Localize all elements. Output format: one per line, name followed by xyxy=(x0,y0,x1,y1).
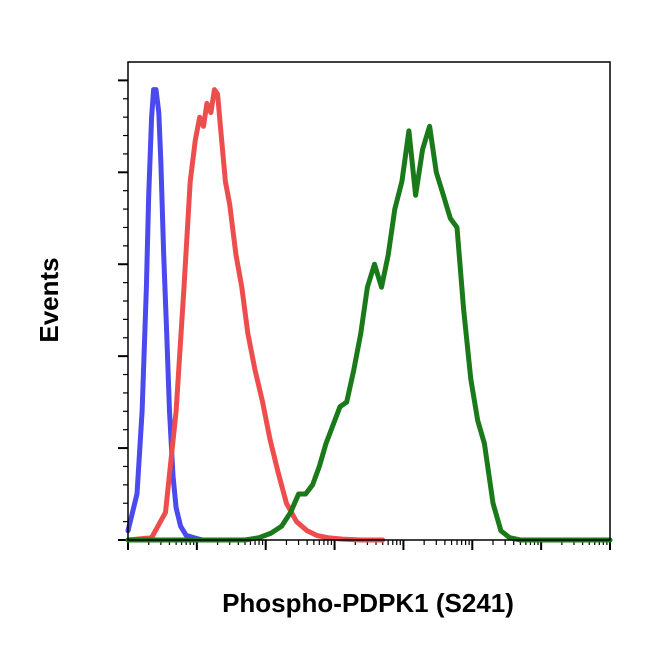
series-line-3 xyxy=(125,123,613,543)
x-axis-title: Phospho-PDPK1 (S241) xyxy=(222,588,514,618)
series-curves xyxy=(125,87,613,543)
series-line-1 xyxy=(125,87,221,543)
plot-frame xyxy=(127,61,611,541)
y-axis-title: Events xyxy=(34,257,64,342)
series-line-2 xyxy=(125,87,386,543)
